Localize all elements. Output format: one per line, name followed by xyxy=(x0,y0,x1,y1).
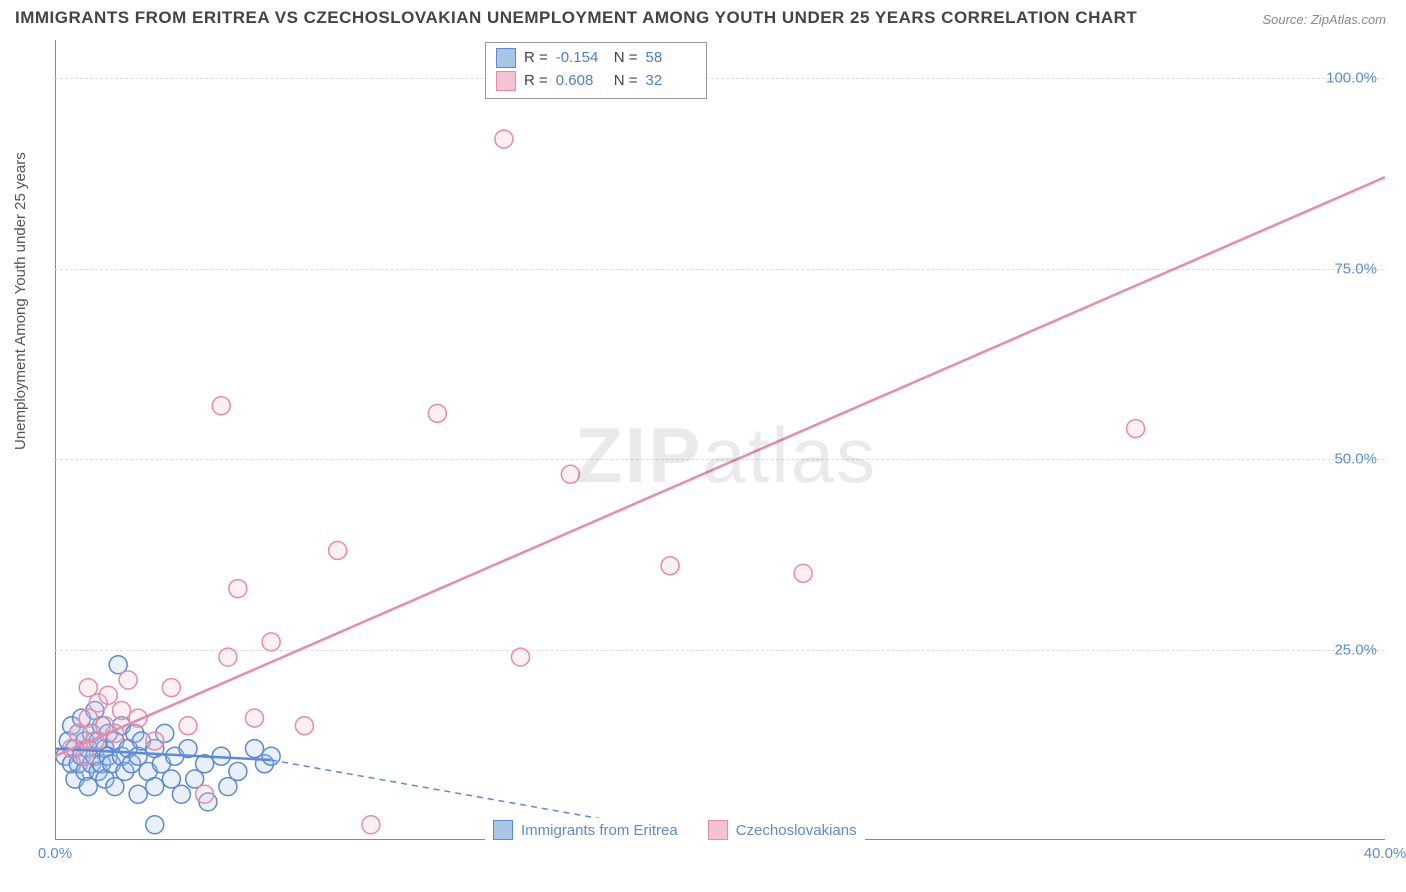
data-point xyxy=(362,816,380,834)
data-point xyxy=(119,671,137,689)
data-point xyxy=(196,785,214,803)
data-point xyxy=(146,732,164,750)
data-point xyxy=(219,648,237,666)
data-point xyxy=(262,633,280,651)
stats-row-series2: R = 0.608 N = 32 xyxy=(496,70,696,93)
data-point xyxy=(146,778,164,796)
swatch-series1 xyxy=(496,48,516,68)
data-point xyxy=(162,679,180,697)
data-point xyxy=(212,397,230,415)
x-tick-label: 40.0% xyxy=(1364,845,1406,862)
data-point xyxy=(512,648,530,666)
stat-r-series2: 0.608 xyxy=(556,70,606,93)
data-point xyxy=(246,709,264,727)
legend-item-series1: Immigrants from Eritrea xyxy=(493,820,678,840)
data-point xyxy=(129,785,147,803)
data-point xyxy=(661,557,679,575)
x-tick-label: 0.0% xyxy=(38,845,72,862)
stats-legend-box: R = -0.154 N = 58 R = 0.608 N = 32 xyxy=(485,42,707,99)
stat-label-r: R = xyxy=(524,47,548,70)
data-point xyxy=(1127,420,1145,438)
stat-label-n: N = xyxy=(614,70,638,93)
plot-area: 25.0%50.0%75.0%100.0% ZIPatlas R = -0.15… xyxy=(55,40,1385,840)
source-attribution: Source: ZipAtlas.com xyxy=(1262,12,1386,27)
data-point xyxy=(229,580,247,598)
legend-item-series2: Czechoslovakians xyxy=(708,820,857,840)
data-point xyxy=(229,762,247,780)
stat-n-series2: 32 xyxy=(646,70,696,93)
data-point xyxy=(113,701,131,719)
data-point xyxy=(262,747,280,765)
y-axis-label: Unemployment Among Youth under 25 years xyxy=(12,152,29,450)
data-point xyxy=(329,541,347,559)
stat-label-r: R = xyxy=(524,70,548,93)
legend-label-series2: Czechoslovakians xyxy=(736,822,857,839)
bottom-legend: Immigrants from Eritrea Czechoslovakians xyxy=(485,818,865,842)
data-point xyxy=(295,717,313,735)
swatch-series2-icon xyxy=(708,820,728,840)
data-point xyxy=(428,404,446,422)
legend-label-series1: Immigrants from Eritrea xyxy=(521,822,678,839)
stats-row-series1: R = -0.154 N = 58 xyxy=(496,47,696,70)
data-point xyxy=(179,717,197,735)
stat-n-series1: 58 xyxy=(646,47,696,70)
swatch-series1-icon xyxy=(493,820,513,840)
data-point xyxy=(794,564,812,582)
stat-label-n: N = xyxy=(614,47,638,70)
data-point xyxy=(99,686,117,704)
chart-svg xyxy=(55,40,1385,840)
data-point xyxy=(561,465,579,483)
swatch-series2 xyxy=(496,71,516,91)
data-point xyxy=(495,130,513,148)
data-point xyxy=(172,785,190,803)
stat-r-series1: -0.154 xyxy=(556,47,606,70)
data-point xyxy=(146,816,164,834)
trend-line xyxy=(55,177,1385,756)
chart-title: IMMIGRANTS FROM ERITREA VS CZECHOSLOVAKI… xyxy=(15,8,1137,28)
